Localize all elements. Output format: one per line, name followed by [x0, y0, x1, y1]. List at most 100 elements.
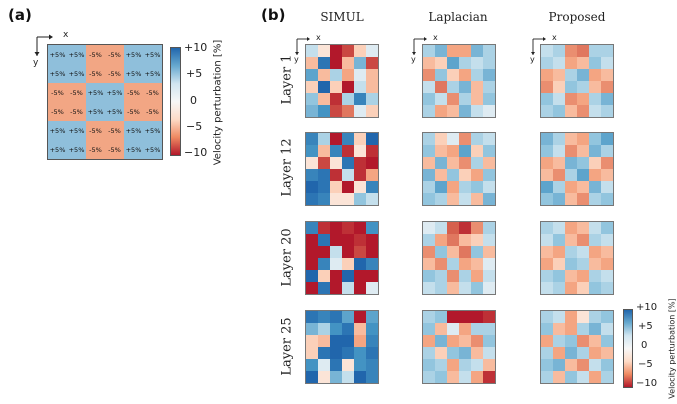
perturbation-cell [459, 359, 471, 371]
perturbation-cell [423, 335, 435, 347]
perturbation-cell [435, 181, 447, 193]
perturbation-cell [366, 145, 378, 157]
perturbation-cell [306, 45, 318, 57]
panel-a-cell: +5% [143, 121, 162, 140]
perturbation-cell [366, 133, 378, 145]
perturbation-cell [354, 234, 366, 246]
perturbation-cell [471, 282, 483, 294]
perturbation-cell [471, 169, 483, 181]
perturbation-cell [366, 93, 378, 105]
perturbation-cell [577, 69, 589, 81]
perturbation-cell [553, 57, 565, 69]
perturbation-cell [601, 69, 613, 81]
row-label-layer-12: Layer 12 [279, 138, 295, 197]
perturbation-cell [471, 359, 483, 371]
perturbation-cell [601, 258, 613, 270]
perturbation-cell [366, 181, 378, 193]
perturbation-cell [483, 347, 495, 359]
perturbation-cell [541, 81, 553, 93]
perturbation-cell [589, 105, 601, 117]
panel-a-cell: +5% [124, 140, 143, 159]
perturbation-cell [589, 57, 601, 69]
perturbation-cell [318, 246, 330, 258]
panel-a-cell: -5% [124, 83, 143, 102]
perturbation-cell [565, 169, 577, 181]
panel-b-colorbar-tick: 0 [641, 340, 648, 351]
perturbation-cell [541, 282, 553, 294]
perturbation-cell [354, 311, 366, 323]
perturbation-cell [447, 81, 459, 93]
perturbation-cell [330, 347, 342, 359]
perturbation-cell [330, 311, 342, 323]
perturbation-cell [483, 234, 495, 246]
perturbation-cell [306, 157, 318, 169]
perturbation-cell [342, 45, 354, 57]
perturbation-cell [565, 270, 577, 282]
perturbation-cell [459, 311, 471, 323]
perturbation-cell [435, 323, 447, 335]
perturbation-cell [318, 270, 330, 282]
perturbation-cell [306, 181, 318, 193]
perturbation-cell [318, 157, 330, 169]
perturbation-cell [459, 105, 471, 117]
panel-b-colorbar-tick-max: +10 [636, 302, 658, 313]
perturbation-cell [330, 45, 342, 57]
perturbation-cell [330, 371, 342, 383]
perturbation-cell [577, 234, 589, 246]
perturbation-cell [459, 169, 471, 181]
perturbation-cell [306, 222, 318, 234]
grid-simul-layer-1 [305, 44, 379, 118]
perturbation-cell [330, 359, 342, 371]
perturbation-cell [459, 69, 471, 81]
perturbation-cell [342, 169, 354, 181]
perturbation-cell [354, 69, 366, 81]
panel-a-perturbation-grid: +5% +5% -5% -5% +5% +5% +5% +5% -5% -5% +5% +5% -5% -… [47, 44, 163, 160]
perturbation-cell [601, 105, 613, 117]
laplacian-y-axis-label: y [411, 55, 416, 64]
perturbation-cell [589, 93, 601, 105]
perturbation-cell [589, 157, 601, 169]
perturbation-cell [366, 81, 378, 93]
perturbation-cell [423, 45, 435, 57]
perturbation-cell [483, 282, 495, 294]
perturbation-cell [366, 335, 378, 347]
perturbation-cell [366, 246, 378, 258]
panel-a-cell: -5% [105, 140, 124, 159]
perturbation-cell [459, 234, 471, 246]
perturbation-cell [589, 69, 601, 81]
perturbation-cell [589, 335, 601, 347]
perturbation-cell [354, 169, 366, 181]
perturbation-cell [342, 359, 354, 371]
perturbation-cell [471, 57, 483, 69]
perturbation-cell [601, 57, 613, 69]
perturbation-cell [447, 45, 459, 57]
panel-b-colorbar-tick: −5 [638, 359, 653, 370]
perturbation-cell [577, 258, 589, 270]
panel-b-label: (b) [261, 6, 286, 24]
perturbation-cell [342, 371, 354, 383]
perturbation-cell [447, 157, 459, 169]
perturbation-cell [435, 145, 447, 157]
perturbation-cell [447, 359, 459, 371]
perturbation-cell [342, 133, 354, 145]
perturbation-cell [471, 258, 483, 270]
perturbation-cell [601, 81, 613, 93]
perturbation-cell [366, 258, 378, 270]
perturbation-cell [471, 81, 483, 93]
perturbation-cell [601, 335, 613, 347]
perturbation-cell [459, 193, 471, 205]
perturbation-cell [565, 157, 577, 169]
perturbation-cell [354, 145, 366, 157]
panel-a-cell: +5% [48, 45, 67, 64]
perturbation-cell [306, 105, 318, 117]
perturbation-cell [330, 169, 342, 181]
panel-a-cell: -5% [105, 64, 124, 83]
perturbation-cell [447, 193, 459, 205]
perturbation-cell [471, 133, 483, 145]
perturbation-cell [541, 234, 553, 246]
perturbation-cell [366, 69, 378, 81]
perturbation-cell [318, 45, 330, 57]
perturbation-cell [577, 93, 589, 105]
perturbation-cell [601, 193, 613, 205]
perturbation-cell [483, 246, 495, 258]
